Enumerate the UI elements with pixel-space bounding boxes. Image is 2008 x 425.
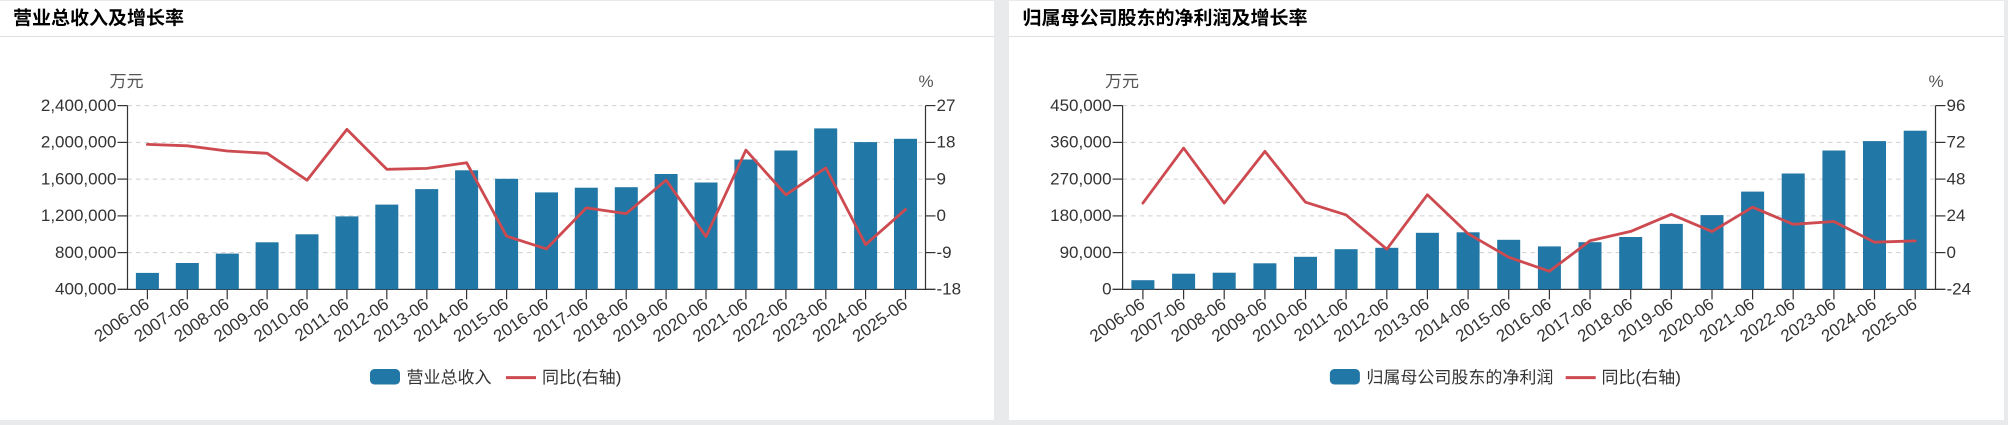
- svg-text:18: 18: [937, 133, 956, 152]
- svg-text:): ): [1675, 368, 1681, 387]
- svg-text:800,000: 800,000: [55, 243, 116, 262]
- svg-text:90,000: 90,000: [1060, 243, 1112, 262]
- svg-text:0: 0: [1102, 280, 1111, 299]
- svg-text:): ): [616, 368, 622, 387]
- svg-text:2,000,000: 2,000,000: [41, 133, 117, 152]
- svg-text:0: 0: [937, 206, 946, 225]
- svg-text:270,000: 270,000: [1050, 169, 1111, 188]
- svg-text:96: 96: [1947, 96, 1966, 115]
- svg-text:48: 48: [1947, 169, 1966, 188]
- svg-text:180,000: 180,000: [1050, 206, 1111, 225]
- svg-text:1,600,000: 1,600,000: [41, 169, 117, 188]
- svg-text:450,000: 450,000: [1050, 96, 1111, 115]
- svg-text:27: 27: [937, 96, 956, 115]
- svg-text:-9: -9: [937, 243, 952, 262]
- svg-text:400,000: 400,000: [55, 280, 116, 299]
- svg-text:0: 0: [1947, 243, 1956, 262]
- svg-text:360,000: 360,000: [1050, 133, 1111, 152]
- svg-text:2,400,000: 2,400,000: [41, 96, 117, 115]
- svg-text:-18: -18: [937, 280, 962, 299]
- svg-text:-24: -24: [1947, 280, 1972, 299]
- svg-text:(: (: [576, 368, 582, 387]
- svg-text:%: %: [1928, 72, 1943, 91]
- svg-text:24: 24: [1947, 206, 1966, 225]
- svg-text:%: %: [918, 72, 933, 91]
- svg-text:9: 9: [937, 169, 946, 188]
- svg-text:72: 72: [1947, 133, 1966, 152]
- svg-text:1,200,000: 1,200,000: [41, 206, 117, 225]
- svg-text:(: (: [1636, 368, 1642, 387]
